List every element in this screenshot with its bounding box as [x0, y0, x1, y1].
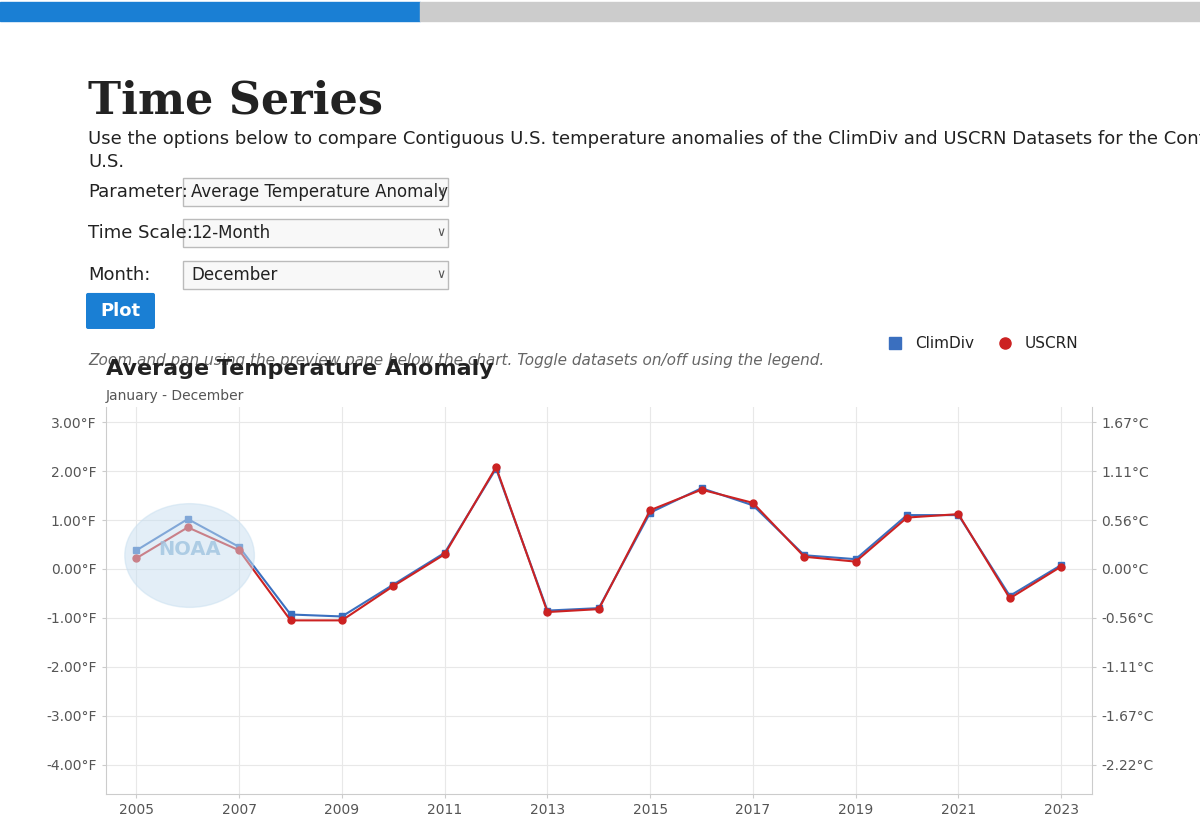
Text: Month:: Month: — [88, 266, 150, 284]
ClimDiv — [130, 546, 144, 556]
USCRN — [900, 513, 914, 523]
ClimDiv — [745, 500, 760, 510]
ClimDiv — [848, 554, 863, 564]
Line: USCRN: USCRN — [133, 463, 1064, 624]
ClimDiv — [181, 514, 196, 524]
Legend: ClimDiv, USCRN: ClimDiv, USCRN — [874, 330, 1085, 357]
Text: U.S.: U.S. — [88, 153, 124, 171]
FancyBboxPatch shape — [182, 219, 448, 247]
Text: Parameter:: Parameter: — [88, 183, 188, 201]
Text: ∨: ∨ — [436, 185, 445, 198]
Text: ∨: ∨ — [436, 226, 445, 239]
ClimDiv — [1054, 560, 1068, 570]
Text: January - December: January - December — [106, 389, 244, 403]
Text: 12-Month: 12-Month — [191, 224, 270, 242]
ClimDiv — [386, 579, 401, 589]
Text: Plot: Plot — [100, 302, 140, 320]
USCRN — [952, 509, 966, 519]
ClimDiv — [797, 551, 811, 560]
USCRN — [848, 556, 863, 566]
Text: Zoom and pan using the preview pane below the chart. Toggle datasets on/off usin: Zoom and pan using the preview pane belo… — [88, 353, 824, 368]
Text: Average Temperature Anomaly: Average Temperature Anomaly — [191, 183, 448, 201]
USCRN — [438, 549, 452, 559]
USCRN — [643, 505, 658, 515]
Text: Time Series: Time Series — [88, 80, 383, 123]
ClimDiv — [283, 610, 298, 620]
USCRN — [386, 581, 401, 591]
ClimDiv — [232, 542, 246, 552]
Text: December: December — [191, 266, 277, 284]
Text: Time Scale:: Time Scale: — [88, 224, 193, 242]
USCRN — [130, 553, 144, 563]
USCRN — [283, 616, 298, 625]
USCRN — [592, 604, 606, 614]
USCRN — [335, 616, 349, 625]
Text: Average Temperature Anomaly: Average Temperature Anomaly — [106, 359, 493, 379]
Line: ClimDiv: ClimDiv — [133, 465, 1064, 620]
USCRN — [540, 607, 554, 617]
USCRN — [181, 523, 196, 532]
FancyBboxPatch shape — [182, 261, 448, 289]
ClimDiv — [643, 508, 658, 518]
USCRN — [797, 551, 811, 561]
ClimDiv — [488, 463, 503, 473]
Text: ∨: ∨ — [436, 268, 445, 281]
ClimDiv — [1003, 591, 1018, 601]
USCRN — [695, 485, 709, 495]
FancyBboxPatch shape — [182, 178, 448, 206]
USCRN — [488, 463, 503, 472]
Bar — [0, 2, 420, 21]
ClimDiv — [335, 611, 349, 621]
USCRN — [232, 546, 246, 556]
FancyBboxPatch shape — [86, 293, 155, 329]
ClimDiv — [540, 606, 554, 616]
Text: Use the options below to compare Contiguous U.S. temperature anomalies of the Cl: Use the options below to compare Contigu… — [88, 130, 1200, 148]
ClimDiv — [900, 510, 914, 520]
USCRN — [745, 498, 760, 508]
USCRN — [1054, 561, 1068, 571]
ClimDiv — [695, 483, 709, 493]
Bar — [420, 2, 1200, 21]
ClimDiv — [952, 510, 966, 520]
ClimDiv — [438, 548, 452, 558]
ClimDiv — [592, 603, 606, 613]
Circle shape — [125, 504, 254, 607]
Text: NOAA: NOAA — [158, 540, 221, 560]
USCRN — [1003, 593, 1018, 603]
